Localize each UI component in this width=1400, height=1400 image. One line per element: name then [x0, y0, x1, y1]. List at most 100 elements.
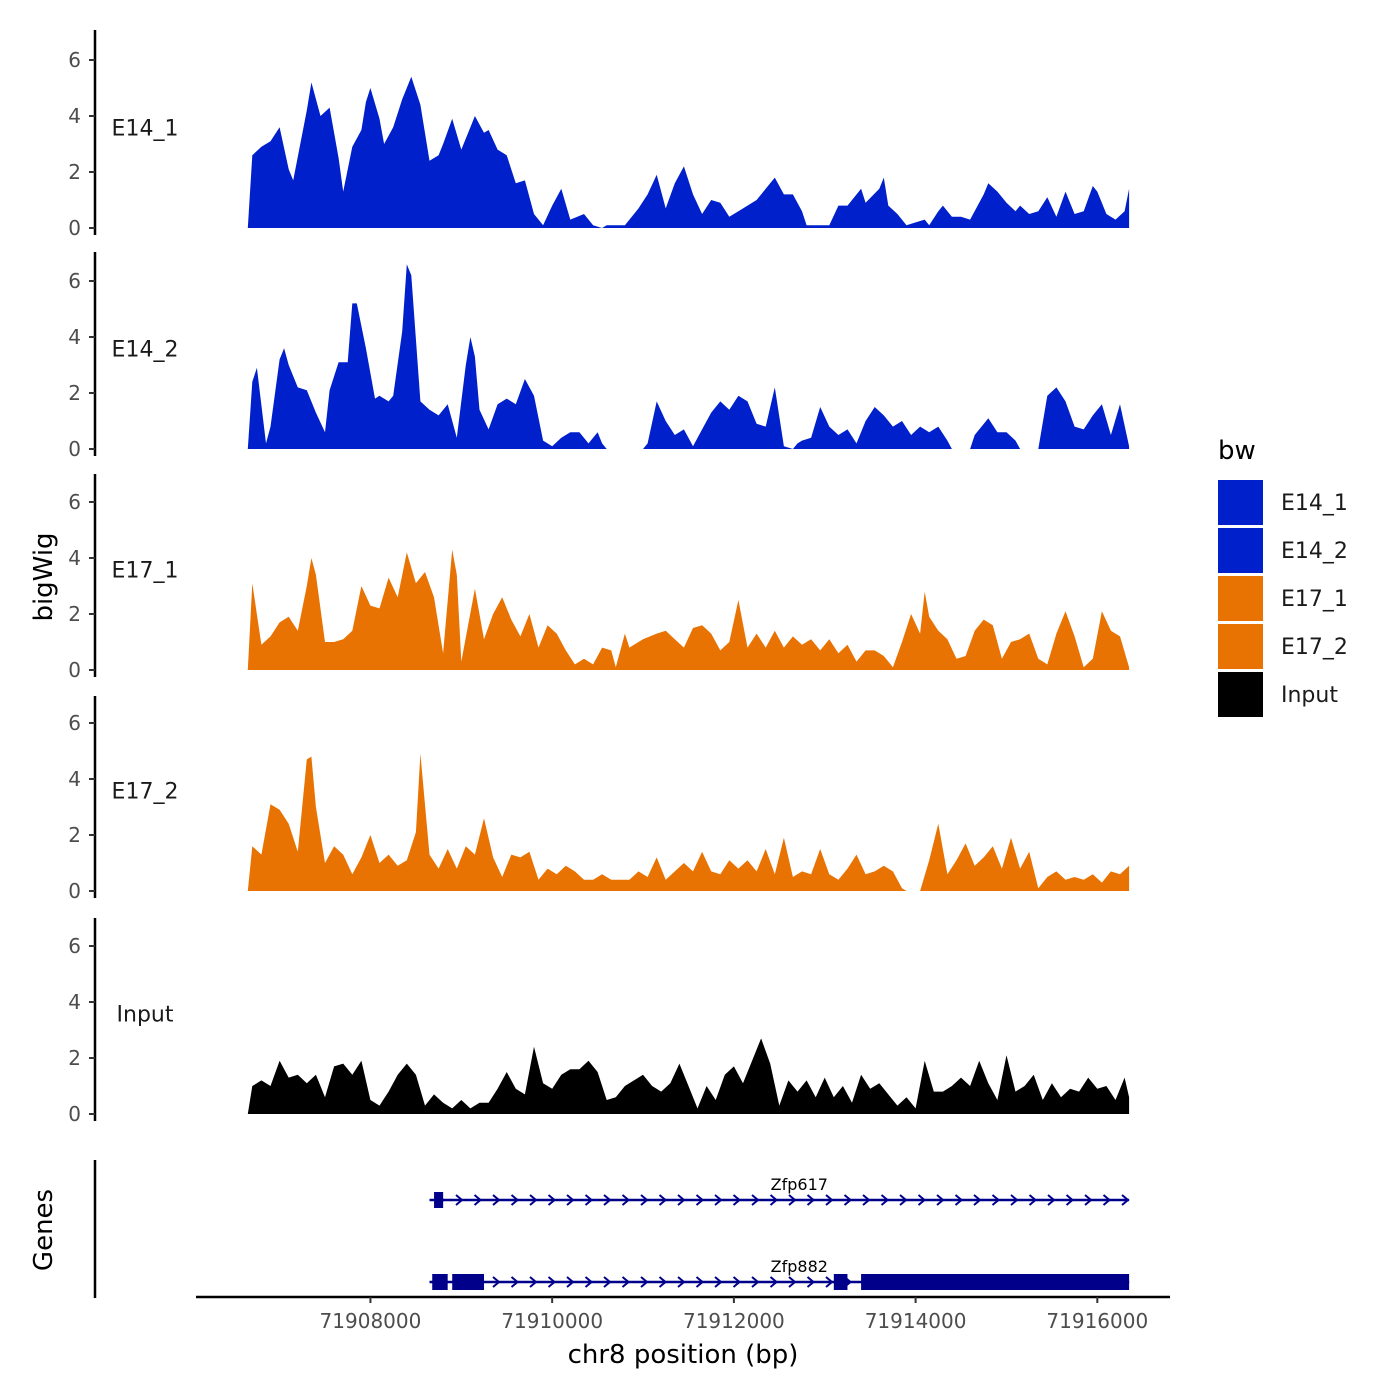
track-input: 0 2 4 6 Input — [68, 918, 1130, 1126]
strand-arrow — [843, 1194, 853, 1206]
strand-arrow — [510, 1276, 520, 1288]
legend: bw E14_1 E14_2 E17_1 E17_2 Input — [1218, 436, 1348, 717]
strand-arrow — [1010, 1194, 1019, 1206]
strand-arrow — [769, 1276, 779, 1288]
x-axis-title: chr8 position (bp) — [568, 1340, 799, 1370]
track-label: E14_2 — [112, 338, 179, 363]
y-tick-label: 0 — [68, 437, 81, 461]
strand-arrow — [751, 1194, 760, 1206]
y-tick-label: 0 — [68, 879, 81, 903]
legend-label: Input — [1281, 683, 1338, 708]
signal-area — [247, 549, 1130, 670]
strand-arrow — [621, 1276, 631, 1288]
x-axis: 71908000 71910000 71912000 71914000 71916000 — [196, 1295, 1170, 1333]
x-tick-label: 71914000 — [865, 1309, 967, 1333]
strand-arrow — [510, 1194, 520, 1206]
track-e14-2: 0 2 4 6 E14_2 — [68, 252, 1130, 461]
strand-arrow — [732, 1194, 742, 1206]
strand-arrow — [862, 1194, 871, 1206]
legend-label: E17_1 — [1281, 587, 1348, 612]
strand-arrow — [695, 1194, 705, 1206]
y-tick-label: 2 — [68, 381, 81, 405]
strand-arrow — [492, 1194, 501, 1206]
strand-arrow — [991, 1194, 1001, 1206]
y-tick-label: 6 — [68, 490, 81, 514]
strand-arrow — [954, 1194, 964, 1206]
legend-swatch — [1218, 576, 1263, 621]
strand-arrow — [973, 1194, 982, 1206]
strand-arrow — [603, 1194, 612, 1206]
exon — [452, 1274, 485, 1290]
strand-arrow — [584, 1276, 594, 1288]
signal-area — [247, 76, 1130, 228]
strand-arrow — [788, 1194, 797, 1206]
strand-arrow — [769, 1194, 779, 1206]
legend-swatch — [1218, 480, 1263, 525]
strand-arrow — [658, 1194, 668, 1206]
legend-swatch — [1218, 528, 1263, 573]
track-label: E17_1 — [112, 559, 179, 584]
legend-label: E14_2 — [1281, 539, 1348, 564]
strand-arrow — [1102, 1194, 1112, 1206]
track-panels: 0 2 4 6 E14_1 0 2 4 6 E14_2 0 2 4 6 E17_1 0 2 4 6 E17_2 0 2 4 6… — [68, 30, 1130, 1126]
y-tick-label: 4 — [68, 546, 81, 570]
strand-arrow — [788, 1276, 797, 1288]
strand-arrow — [547, 1276, 557, 1288]
strand-arrow — [584, 1194, 594, 1206]
strand-arrow — [751, 1276, 760, 1288]
y-tick-label: 0 — [68, 216, 81, 240]
strand-arrow — [492, 1276, 501, 1288]
strand-arrow — [566, 1194, 575, 1206]
track-label: E14_1 — [112, 117, 179, 142]
strand-arrow — [1084, 1194, 1093, 1206]
y-tick-label: 4 — [68, 325, 81, 349]
track-label: Input — [117, 1003, 174, 1028]
strand-arrow — [677, 1194, 686, 1206]
y-tick-label: 4 — [68, 104, 81, 128]
gene-zfp882: Zfp882 — [429, 1257, 1130, 1290]
exon — [833, 1274, 848, 1290]
exon — [861, 1274, 1130, 1290]
strand-arrow — [1047, 1194, 1056, 1206]
y-axis-title: bigWig — [29, 532, 59, 621]
strand-arrow — [899, 1194, 908, 1206]
strand-arrow — [806, 1194, 816, 1206]
strand-arrow — [547, 1194, 557, 1206]
y-tick-label: 2 — [68, 160, 81, 184]
x-tick-label: 71912000 — [683, 1309, 785, 1333]
strand-arrow — [714, 1194, 723, 1206]
strand-arrow — [1065, 1194, 1075, 1206]
x-tick-label: 71916000 — [1046, 1309, 1148, 1333]
y-tick-label: 2 — [68, 602, 81, 626]
signal-area — [247, 264, 1130, 449]
strand-arrow — [714, 1276, 723, 1288]
legend-swatch — [1218, 624, 1263, 669]
strand-arrow — [658, 1276, 668, 1288]
gene-name: Zfp882 — [771, 1257, 828, 1276]
strand-arrow — [695, 1276, 705, 1288]
track-e14-1: 0 2 4 6 E14_1 — [68, 30, 1130, 240]
strand-arrow — [917, 1194, 927, 1206]
y-tick-label: 0 — [68, 1102, 81, 1126]
y-tick-label: 6 — [68, 711, 81, 735]
signal-area — [247, 753, 1130, 891]
legend-swatch — [1218, 672, 1263, 717]
strand-arrow — [640, 1276, 649, 1288]
strand-arrow — [677, 1276, 686, 1288]
y-tick-label: 6 — [68, 48, 81, 72]
legend-label: E17_2 — [1281, 635, 1348, 660]
signal-area — [247, 1038, 1130, 1114]
strand-arrow — [880, 1194, 890, 1206]
y-tick-label: 2 — [68, 823, 81, 847]
legend-title: bw — [1218, 436, 1256, 466]
y-tick-label: 6 — [68, 269, 81, 293]
track-e17-2: 0 2 4 6 E17_2 — [68, 696, 1130, 903]
genes-panel: Zfp617 Zfp882 — [93, 1160, 1130, 1298]
strand-arrow — [936, 1194, 945, 1206]
track-label: E17_2 — [112, 780, 179, 805]
strand-arrow — [825, 1194, 834, 1206]
y-tick-label: 0 — [68, 658, 81, 682]
strand-arrow — [529, 1194, 538, 1206]
strand-arrow — [529, 1276, 538, 1288]
